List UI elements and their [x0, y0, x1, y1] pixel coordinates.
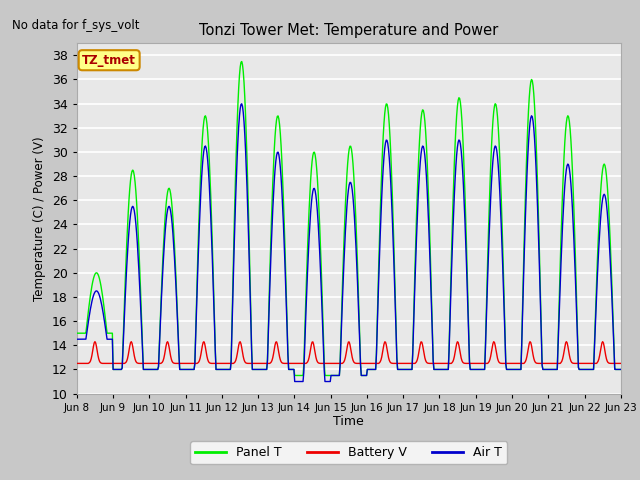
- Title: Tonzi Tower Met: Temperature and Power: Tonzi Tower Met: Temperature and Power: [199, 23, 499, 38]
- Text: No data for f_sys_volt: No data for f_sys_volt: [12, 19, 139, 32]
- Text: TZ_tmet: TZ_tmet: [82, 54, 136, 67]
- X-axis label: Time: Time: [333, 415, 364, 429]
- Legend: Panel T, Battery V, Air T: Panel T, Battery V, Air T: [190, 442, 508, 465]
- Y-axis label: Temperature (C) / Power (V): Temperature (C) / Power (V): [33, 136, 46, 300]
